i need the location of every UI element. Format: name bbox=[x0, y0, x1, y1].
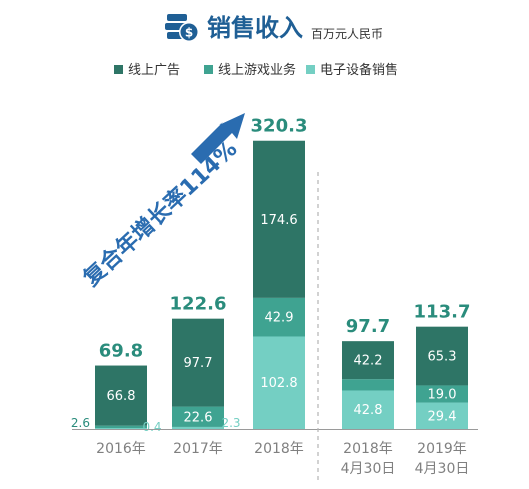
bar-segment bbox=[342, 390, 394, 429]
bar-segment bbox=[95, 425, 147, 428]
chart-title: 销售收入 bbox=[207, 14, 303, 42]
data-label: 42.2 bbox=[354, 354, 383, 369]
x-tick-label: 4月30日 bbox=[341, 461, 396, 477]
bar-segment bbox=[172, 318, 224, 407]
data-label: 97.7 bbox=[184, 356, 213, 371]
bar-segment bbox=[172, 406, 224, 427]
legend-label: 线上广告 bbox=[128, 63, 180, 78]
chart-unit: 百万元人民币 bbox=[311, 27, 383, 41]
x-tick-label: 2016年 bbox=[96, 441, 146, 457]
data-label: 42.8 bbox=[354, 403, 383, 418]
data-label: 66.8 bbox=[107, 389, 136, 404]
data-label: 22.6 bbox=[184, 410, 213, 425]
bar-segment bbox=[95, 428, 147, 429]
total-label: 122.6 bbox=[170, 294, 227, 315]
legend-swatch bbox=[306, 65, 315, 74]
bar-segment bbox=[253, 297, 305, 337]
data-label: 102.8 bbox=[260, 376, 297, 391]
x-tick-label: 2018年 bbox=[254, 441, 304, 457]
legend-item: 电子设备销售 bbox=[306, 62, 398, 78]
legend-swatch bbox=[114, 65, 123, 74]
data-label: 174.6 bbox=[260, 213, 297, 228]
legend-label: 电子设备销售 bbox=[320, 62, 398, 78]
total-label: 69.8 bbox=[99, 341, 143, 362]
data-label: 19.0 bbox=[428, 388, 457, 403]
bar-segment bbox=[172, 426, 224, 429]
bar-segment bbox=[416, 402, 468, 429]
bar-segment bbox=[342, 341, 394, 380]
data-label: 42.9 bbox=[265, 311, 294, 326]
svg-text:$: $ bbox=[185, 26, 193, 40]
total-label: 113.7 bbox=[414, 302, 471, 323]
bar-segment bbox=[253, 140, 305, 298]
legend-item: 线上游戏业务 bbox=[204, 62, 296, 78]
total-label: 97.7 bbox=[346, 316, 390, 337]
data-label: 2.6 bbox=[71, 416, 90, 430]
bar-segment bbox=[95, 365, 147, 426]
bar-segment bbox=[253, 336, 305, 429]
x-tick-label: 2018年 bbox=[343, 441, 393, 457]
data-label: 29.4 bbox=[428, 409, 457, 424]
x-tick-label: 2019年 bbox=[417, 441, 467, 457]
data-label: 0.4 bbox=[142, 420, 161, 434]
bar-segment bbox=[416, 326, 468, 386]
money-icon: $ bbox=[165, 14, 199, 42]
cagr-annotation: 复合年增长率114% bbox=[78, 136, 243, 292]
legend-label: 线上游戏业务 bbox=[218, 62, 296, 78]
x-tick-label: 4月30日 bbox=[415, 461, 470, 477]
legend-swatch bbox=[204, 65, 213, 74]
bar-segment bbox=[342, 379, 394, 391]
x-tick-label: 2017年 bbox=[173, 441, 223, 457]
legend-item: 线上广告 bbox=[114, 63, 180, 78]
total-label: 320.3 bbox=[251, 116, 308, 137]
data-label: 2.3 bbox=[221, 416, 240, 430]
arrow-icon bbox=[191, 113, 245, 164]
data-label: 65.3 bbox=[428, 350, 457, 365]
bar-segment bbox=[416, 385, 468, 403]
